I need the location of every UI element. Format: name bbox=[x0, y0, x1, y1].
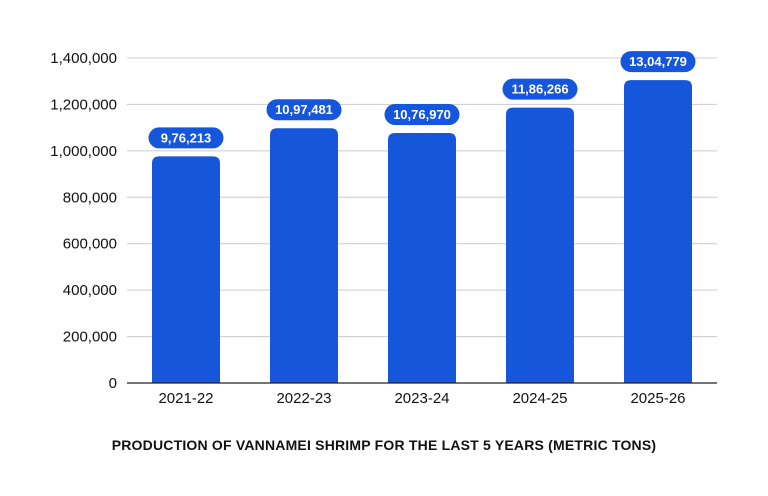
data-label: 13,04,779 bbox=[629, 54, 687, 69]
y-tick-label: 1,200,000 bbox=[50, 96, 117, 113]
data-label-pill bbox=[620, 51, 696, 73]
y-axis-tick-labels: 0 200,000 400,000 600,000 800,000 1,000,000 1,… bbox=[50, 50, 117, 392]
x-tick-label: 2025-26 bbox=[630, 390, 685, 407]
x-tick-label: 2021-22 bbox=[158, 390, 213, 407]
y-tick-label: 1,000,000 bbox=[50, 143, 117, 160]
data-label-pill bbox=[148, 127, 224, 149]
data-label-pill bbox=[266, 99, 342, 121]
bar-2025-26 bbox=[624, 80, 692, 384]
data-label-pill bbox=[384, 103, 460, 125]
bar-2022-23 bbox=[270, 128, 338, 383]
y-tick-label: 200,000 bbox=[63, 329, 117, 346]
data-label: 10,76,970 bbox=[393, 107, 451, 122]
data-labels: 9,76,213 10,97,481 10,76,970 11,86,266 13,04… bbox=[148, 51, 696, 149]
chart-title: PRODUCTION OF VANNAMEI SHRIMP FOR THE LA… bbox=[111, 437, 657, 453]
x-tick-label: 2022-23 bbox=[276, 390, 331, 407]
bar-2024-25 bbox=[506, 107, 574, 383]
y-tick-label: 1,400,000 bbox=[50, 50, 117, 67]
data-label: 11,86,266 bbox=[511, 82, 568, 97]
y-tick-label: 400,000 bbox=[63, 282, 117, 299]
bar-2021-22 bbox=[152, 156, 220, 383]
data-label: 9,76,213 bbox=[161, 130, 212, 145]
x-tick-label: 2024-25 bbox=[512, 390, 567, 407]
data-label-pill bbox=[502, 78, 578, 100]
x-tick-label: 2023-24 bbox=[394, 390, 449, 407]
bar-2023-24 bbox=[388, 132, 456, 383]
data-label: 10,97,481 bbox=[275, 102, 333, 117]
x-axis-tick-labels: 2021-22 2022-23 2023-24 2024-25 2025-26 bbox=[158, 390, 685, 407]
y-tick-label: 600,000 bbox=[63, 236, 117, 253]
bars bbox=[152, 80, 692, 384]
y-tick-label: 800,000 bbox=[63, 189, 117, 206]
y-tick-label: 0 bbox=[109, 375, 117, 392]
